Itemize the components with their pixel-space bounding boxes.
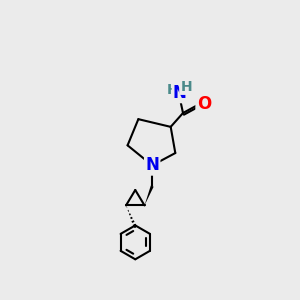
Polygon shape	[145, 186, 154, 206]
Text: O: O	[197, 95, 211, 113]
Text: H: H	[167, 83, 178, 97]
Text: H: H	[180, 80, 192, 94]
Text: N: N	[173, 84, 187, 102]
Text: N: N	[145, 156, 159, 174]
